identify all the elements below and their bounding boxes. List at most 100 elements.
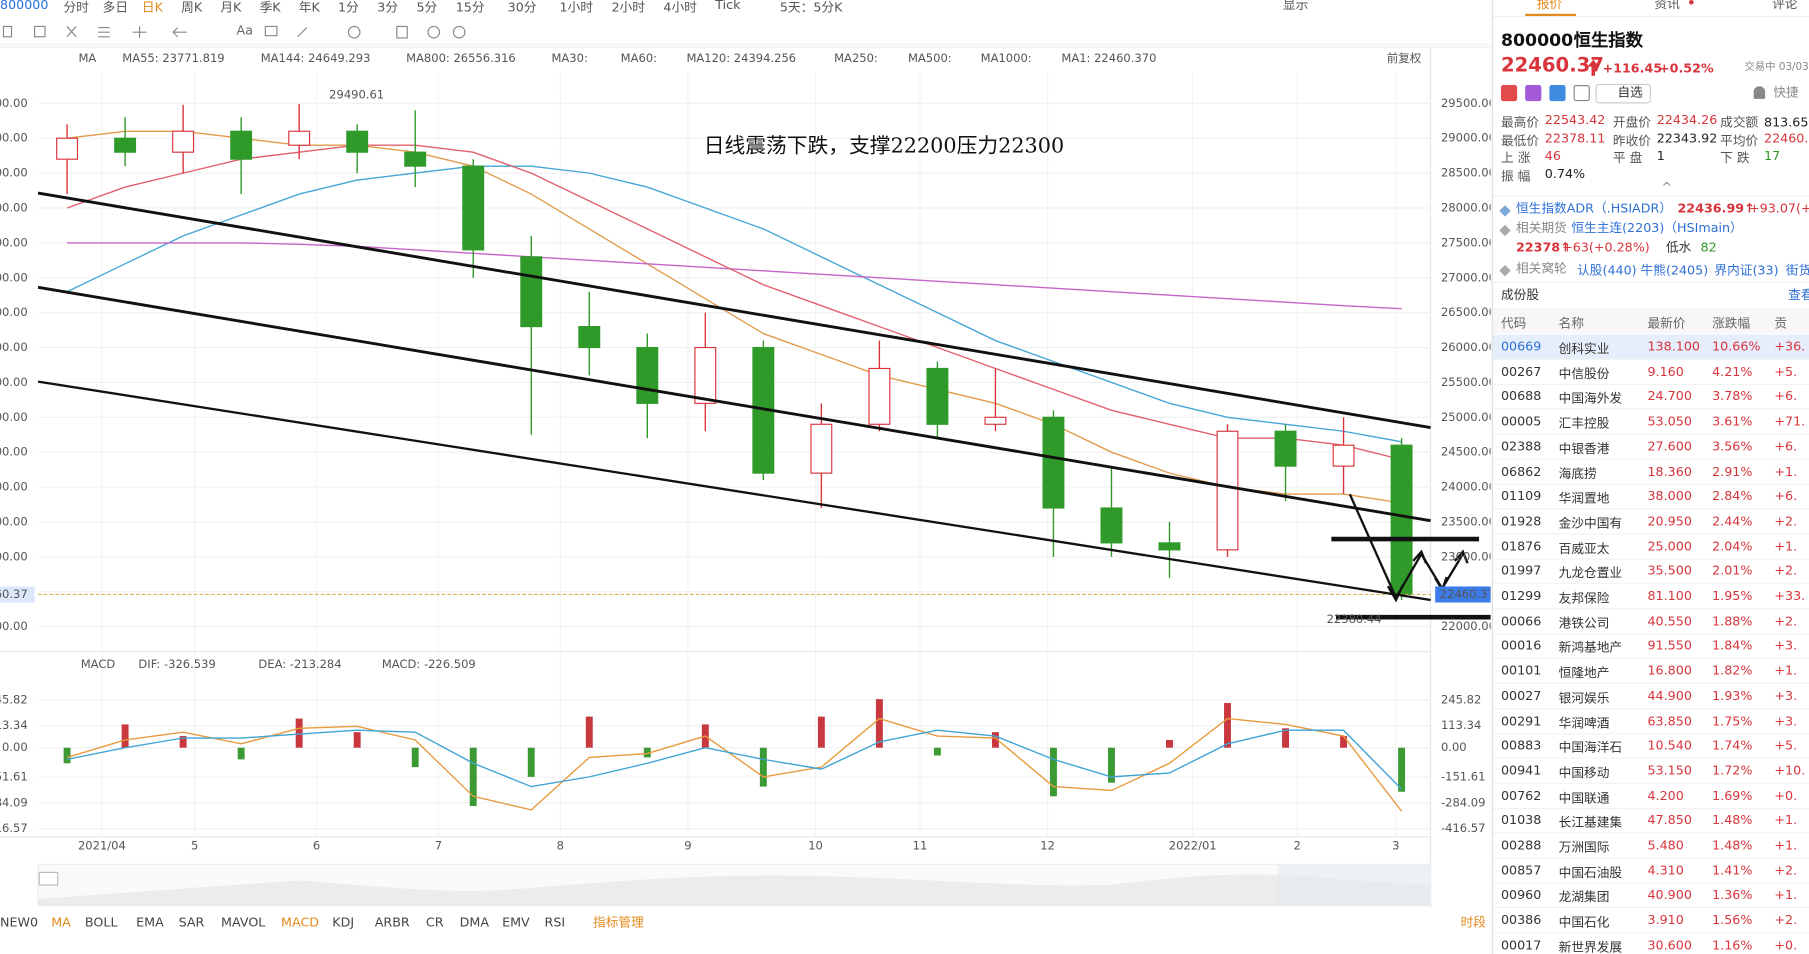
icon[interactable] (347, 25, 361, 39)
adr-name[interactable]: 恒生指数ADR（.HSIADR） (1515, 201, 1673, 217)
table-row[interactable]: 00017 新世界发展 30.600 1.16% +0. (1493, 933, 1809, 954)
table-row[interactable]: 00101 恒隆地产 16.800 1.82% +1. (1492, 659, 1809, 685)
table-row[interactable]: 00883 中国海洋石 10.540 1.74% +5. (1492, 734, 1809, 759)
indicator-tab[interactable]: MAVOL (221, 914, 266, 930)
table-row[interactable]: 00288 万洲国际 5.480 1.48% +1. (1492, 833, 1809, 859)
session-button[interactable]: 时段 (1460, 914, 1486, 930)
navigator-handle[interactable] (38, 871, 59, 886)
period-button[interactable]: 30分 (507, 0, 537, 15)
navigator-window[interactable] (1277, 864, 1431, 906)
constituents-more[interactable]: 查看 (1788, 287, 1809, 303)
tab[interactable]: 资讯 (1654, 0, 1680, 12)
warrant-link[interactable]: 认股(440) (1577, 263, 1637, 279)
period-button[interactable]: 15分 (455, 0, 485, 15)
period-button[interactable]: 2小时 (611, 0, 645, 15)
y-tick-label-left: 24500.00 (0, 445, 28, 459)
period-button[interactable]: 月K (220, 0, 242, 15)
warrant-link[interactable]: 界内证(33) (1714, 263, 1779, 279)
icon[interactable] (452, 25, 466, 39)
period-button[interactable]: Tick (715, 0, 741, 13)
period-button[interactable]: 5天：5分K (779, 0, 843, 15)
watch-button[interactable] (1595, 83, 1651, 104)
table-row[interactable]: 00027 银河娱乐 44.900 1.93% +3. (1492, 684, 1809, 709)
period-button[interactable]: 年K (298, 0, 320, 15)
indicator-tab[interactable]: DMA (459, 914, 490, 930)
table-row[interactable]: 02388 中银香港 27.600 3.56% +6. (1492, 434, 1809, 460)
table-cell: 01299 (1500, 588, 1542, 604)
separator (1492, 16, 1809, 18)
table-row[interactable]: 00669 创科实业 138.100 10.66% +36. (1492, 334, 1809, 360)
symbol[interactable]: 800000 (0, 0, 49, 13)
icon[interactable] (427, 25, 441, 39)
icon[interactable] (1549, 85, 1566, 102)
icon[interactable] (2, 25, 13, 38)
text-tool[interactable]: Aa (236, 22, 253, 38)
icon[interactable] (34, 25, 46, 38)
period-button[interactable]: 4小时 (663, 0, 697, 15)
table-row[interactable]: 01109 华润置地 38.000 2.84% +6. (1492, 484, 1809, 510)
warrant-link[interactable]: 街货分 (1785, 263, 1809, 279)
period-button[interactable]: 多日 (102, 0, 129, 15)
icon[interactable] (132, 26, 147, 38)
table-row[interactable]: 00005 汇丰控股 53.050 3.61% +71. (1492, 409, 1809, 435)
table-row[interactable]: 00016 新鸿基地产 91.550 1.84% +3. (1492, 634, 1809, 660)
warrant-link[interactable]: 牛熊(2405) (1640, 263, 1709, 279)
display-button[interactable]: 显示 (1282, 0, 1309, 13)
period-button[interactable]: 3分 (377, 0, 399, 15)
table-row[interactable]: 01928 金沙中国有 20.950 2.44% +2. (1492, 509, 1809, 535)
indicator-manage[interactable]: 指标管理 (593, 914, 644, 930)
indicator-tab[interactable]: SAR (178, 914, 205, 930)
table-row[interactable]: 00291 华润啤酒 63.850 1.75% +3. (1492, 709, 1809, 734)
icon[interactable] (98, 27, 110, 38)
icon[interactable] (66, 26, 77, 38)
table-row[interactable]: 01997 九龙仓置业 35.500 2.01% +2. (1492, 559, 1809, 585)
table-cell: 44.900 (1647, 688, 1692, 704)
table-row[interactable]: 00762 中国联通 4.200 1.69% +0. (1492, 783, 1809, 809)
table-row[interactable]: 00857 中国石油股 4.310 1.41% +2. (1492, 858, 1809, 884)
icon[interactable] (1525, 85, 1542, 102)
period-button[interactable]: 1小时 (559, 0, 594, 15)
indicator-tab[interactable]: NEW0 (0, 914, 39, 930)
indicator-tab[interactable]: MACD (281, 914, 320, 930)
table-row[interactable]: 01038 长江基建集 47.850 1.48% +1. (1492, 808, 1809, 834)
table-row[interactable]: 00267 中信股份 9.160 4.21% +5. (1492, 359, 1809, 385)
icon[interactable] (1500, 85, 1518, 102)
period-button[interactable]: 分时 (63, 0, 89, 15)
indicator-tab[interactable]: RSI (544, 914, 566, 930)
indicator-tab[interactable]: KDJ (332, 914, 355, 930)
table-row[interactable]: 00386 中国石化 3.910 1.56% +2. (1492, 908, 1809, 934)
indicator-tab[interactable]: BOLL (84, 914, 118, 930)
table-row[interactable]: 00688 中国海外发 24.700 3.78% +6. (1492, 384, 1809, 410)
tab[interactable]: 报价 (1536, 0, 1563, 12)
indicator-tab[interactable]: CR (425, 914, 444, 930)
period-button[interactable]: 1分 (338, 0, 359, 15)
table-row[interactable]: 00960 龙湖集团 40.900 1.36% +1. (1492, 883, 1809, 909)
indicator-tab[interactable]: EMA (136, 914, 164, 930)
icon[interactable] (1573, 85, 1590, 102)
indicator-tab[interactable]: MA (51, 914, 71, 930)
table-row[interactable]: 01299 友邦保险 81.100 1.95% +33. (1492, 584, 1809, 610)
icon[interactable] (172, 27, 187, 38)
bell-icon[interactable] (1753, 86, 1766, 99)
quick-button[interactable]: 快捷 (1773, 85, 1799, 100)
indicator-tab[interactable]: ARBR (374, 914, 410, 930)
period-button[interactable]: 季K (259, 0, 281, 15)
period-button[interactable]: 日K (141, 0, 163, 15)
icon[interactable] (396, 25, 408, 39)
table-row[interactable]: 00066 港铁公司 40.550 1.88% +2. (1492, 609, 1809, 635)
icon[interactable] (297, 27, 308, 38)
candle-body (694, 346, 717, 404)
icon[interactable] (264, 25, 278, 37)
last-price-label-left: 22460.37 (0, 587, 28, 601)
collapse[interactable]: ^ (1661, 179, 1672, 195)
table-row[interactable]: 06862 海底捞 18.360 2.91% +1. (1492, 459, 1809, 485)
watch-label[interactable]: 自选 (1617, 85, 1643, 100)
period-button[interactable]: 周K (181, 0, 203, 15)
y-tick-label: 28500.00 (1441, 166, 1491, 180)
table-row[interactable]: 00941 中国移动 53.150 1.72% +10. (1492, 758, 1809, 784)
period-button[interactable]: 5分 (416, 0, 438, 15)
futures-name[interactable]: 恒生主连(2203)（HSImain） (1571, 220, 1743, 236)
table-row[interactable]: 01876 百威亚太 25.000 2.04% +1. (1492, 534, 1809, 560)
indicator-tab[interactable]: EMV (502, 914, 530, 930)
tab[interactable]: 评论 (1772, 0, 1798, 12)
